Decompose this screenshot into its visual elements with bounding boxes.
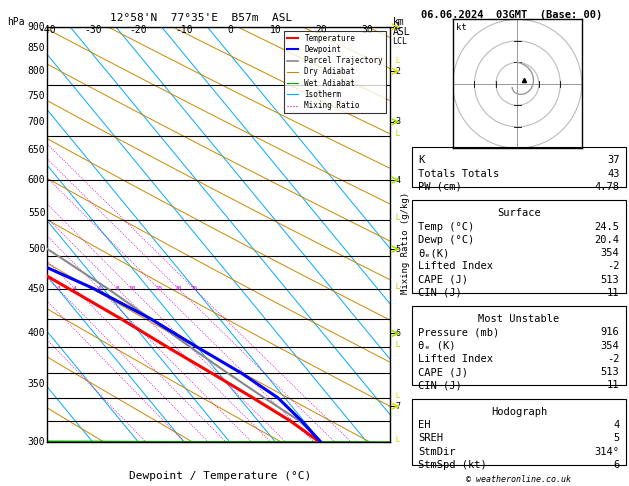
- Text: 25: 25: [191, 286, 198, 292]
- Text: kt: kt: [455, 23, 466, 32]
- Text: └: └: [393, 58, 399, 68]
- Text: └: └: [393, 437, 399, 447]
- Text: 350: 350: [28, 379, 45, 389]
- Text: -5: -5: [392, 244, 402, 254]
- Text: └: └: [393, 393, 399, 403]
- Text: 354: 354: [601, 248, 620, 258]
- Bar: [412, 306, 626, 385]
- Text: θₑ(K): θₑ(K): [418, 248, 450, 258]
- Text: 650: 650: [28, 145, 45, 155]
- Text: K: K: [418, 156, 425, 166]
- Text: -2: -2: [607, 261, 620, 271]
- Text: 916: 916: [601, 328, 620, 337]
- Text: -4: -4: [392, 175, 402, 185]
- Text: -20: -20: [130, 25, 147, 35]
- Text: 513: 513: [601, 275, 620, 285]
- Text: EH: EH: [418, 420, 431, 430]
- Text: 500: 500: [28, 244, 45, 254]
- Text: └: └: [393, 215, 399, 225]
- Text: Pressure (mb): Pressure (mb): [418, 328, 499, 337]
- Text: 450: 450: [28, 284, 45, 294]
- Text: Totals Totals: Totals Totals: [418, 169, 499, 179]
- Text: 4: 4: [73, 286, 77, 292]
- Text: 5: 5: [613, 434, 620, 443]
- Text: 11: 11: [607, 381, 620, 390]
- Text: PW (cm): PW (cm): [418, 182, 462, 192]
- Text: CAPE (J): CAPE (J): [418, 275, 469, 285]
- Text: 300: 300: [28, 437, 45, 447]
- Text: 37: 37: [607, 156, 620, 166]
- Text: 4: 4: [613, 420, 620, 430]
- Text: └: └: [393, 131, 399, 140]
- Text: 20: 20: [175, 286, 182, 292]
- Text: -1: -1: [392, 22, 402, 31]
- Text: hPa: hPa: [8, 17, 25, 27]
- Text: StmSpd (kt): StmSpd (kt): [418, 460, 487, 470]
- Text: 700: 700: [28, 117, 45, 127]
- Text: -7: -7: [392, 402, 402, 411]
- Text: CAPE (J): CAPE (J): [418, 367, 469, 377]
- Text: Dewpoint / Temperature (°C): Dewpoint / Temperature (°C): [129, 471, 311, 481]
- Text: 6: 6: [97, 286, 101, 292]
- Text: 850: 850: [28, 43, 45, 53]
- Text: Mixing Ratio (g/kg): Mixing Ratio (g/kg): [401, 192, 409, 294]
- Text: SREH: SREH: [418, 434, 443, 443]
- Text: 43: 43: [607, 169, 620, 179]
- Text: Surface: Surface: [497, 208, 541, 218]
- Text: Lifted Index: Lifted Index: [418, 354, 493, 364]
- Text: © weatheronline.co.uk: © weatheronline.co.uk: [467, 474, 571, 484]
- Text: 06.06.2024  03GMT  (Base: 00): 06.06.2024 03GMT (Base: 00): [421, 10, 603, 20]
- Bar: [412, 200, 626, 293]
- Text: CIN (J): CIN (J): [418, 288, 462, 298]
- Text: 600: 600: [28, 175, 45, 185]
- Text: └: └: [393, 284, 399, 294]
- Text: 314°: 314°: [594, 447, 620, 456]
- Text: 12°58'N  77°35'E  B57m  ASL: 12°58'N 77°35'E B57m ASL: [110, 13, 292, 23]
- Text: 20.4: 20.4: [594, 235, 620, 245]
- Text: 900: 900: [28, 22, 45, 32]
- Text: Most Unstable: Most Unstable: [478, 314, 560, 324]
- Text: 11: 11: [607, 288, 620, 298]
- Text: 3: 3: [56, 286, 60, 292]
- Text: Dewp (°C): Dewp (°C): [418, 235, 475, 245]
- Text: 4.78: 4.78: [594, 182, 620, 192]
- Text: -6: -6: [392, 329, 402, 338]
- Text: 0: 0: [227, 25, 233, 35]
- Bar: [412, 399, 626, 465]
- Text: Temp (°C): Temp (°C): [418, 222, 475, 232]
- Text: └: └: [393, 342, 399, 352]
- Text: -3: -3: [392, 117, 402, 126]
- Text: 513: 513: [601, 367, 620, 377]
- Text: 800: 800: [28, 66, 45, 76]
- Text: 24.5: 24.5: [594, 222, 620, 232]
- Text: 354: 354: [601, 341, 620, 351]
- Text: 15: 15: [155, 286, 163, 292]
- Text: 30: 30: [361, 25, 373, 35]
- Text: -30: -30: [84, 25, 102, 35]
- Text: -2: -2: [607, 354, 620, 364]
- Text: -10: -10: [175, 25, 193, 35]
- Text: 550: 550: [28, 208, 45, 218]
- Text: LCL: LCL: [392, 37, 407, 46]
- Text: 750: 750: [28, 91, 45, 101]
- Text: km
ASL: km ASL: [393, 17, 411, 37]
- Text: Lifted Index: Lifted Index: [418, 261, 493, 271]
- Text: StmDir: StmDir: [418, 447, 456, 456]
- Text: 6: 6: [613, 460, 620, 470]
- Text: θₑ (K): θₑ (K): [418, 341, 456, 351]
- Text: 10: 10: [128, 286, 136, 292]
- Text: -2: -2: [392, 67, 402, 76]
- Legend: Temperature, Dewpoint, Parcel Trajectory, Dry Adiabat, Wet Adiabat, Isotherm, Mi: Temperature, Dewpoint, Parcel Trajectory…: [284, 31, 386, 113]
- Bar: [412, 147, 626, 187]
- Text: Hodograph: Hodograph: [491, 407, 547, 417]
- Text: -40: -40: [38, 25, 56, 35]
- Text: 8: 8: [116, 286, 120, 292]
- Text: 10: 10: [270, 25, 282, 35]
- Text: 20: 20: [316, 25, 327, 35]
- Text: CIN (J): CIN (J): [418, 381, 462, 390]
- Text: 400: 400: [28, 329, 45, 338]
